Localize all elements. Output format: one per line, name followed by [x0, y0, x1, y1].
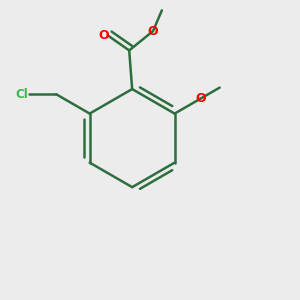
Text: O: O	[148, 25, 158, 38]
Text: Cl: Cl	[16, 88, 28, 101]
Text: O: O	[98, 29, 109, 42]
Text: O: O	[195, 92, 206, 105]
